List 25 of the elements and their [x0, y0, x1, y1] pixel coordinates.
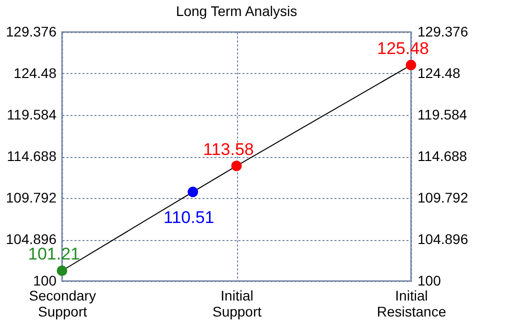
point	[56, 266, 68, 276]
y-tick-label: 104.896	[6, 231, 57, 247]
x-tick-label: Initial Resistance	[376, 288, 446, 320]
point	[188, 186, 198, 198]
data-label: 125.48	[377, 39, 429, 58]
y-tick-label: 129.376	[6, 24, 57, 40]
y2-tick-label: 104.896	[418, 231, 468, 247]
y2-tick-label: 119.584	[418, 106, 468, 122]
y-tick-label: 124.48	[14, 65, 57, 81]
chart-title: Long Term Analysis	[176, 3, 298, 19]
y2-tick-label: 129.376	[418, 24, 468, 40]
y2-tick-label: 109.792	[418, 190, 468, 206]
y2-tick-label: 100	[418, 272, 442, 288]
point	[406, 60, 416, 70]
data-label: 113.58	[203, 140, 254, 159]
y2-tick-label: 114.688	[418, 148, 468, 164]
y-tick-label: 114.688	[6, 148, 57, 164]
x-tick-label: Secondary Support	[29, 288, 96, 320]
x-tick-label: Initial Support	[212, 288, 262, 320]
y-tick-label: 100	[33, 272, 57, 288]
y-tick-label: 109.792	[6, 190, 57, 206]
data-label: 110.51	[164, 208, 214, 227]
y2-tick-label: 124.48	[418, 65, 461, 81]
y-tick-label: 119.584	[6, 106, 57, 122]
point	[231, 160, 242, 172]
